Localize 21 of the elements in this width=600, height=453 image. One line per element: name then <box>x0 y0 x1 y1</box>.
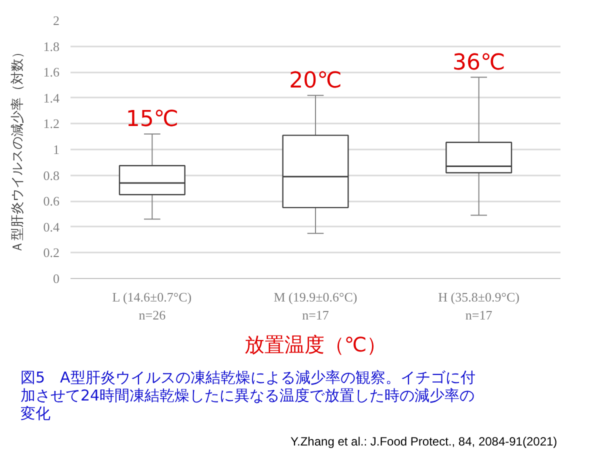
x-tick-label: M (19.9±0.6°C) n=17 <box>274 290 358 322</box>
y-tick-label: 2 <box>53 13 60 28</box>
x-tick-label: L (14.6±0.7°C) n=26 <box>112 290 192 322</box>
caption: 図5 A型肝炎ウイルスの凍結乾燥による減少率の観察。イチゴに付加させて24時間凍結乾燥したに異なる温度で放置した時の減少率の変化 <box>20 368 476 422</box>
y-tick-label: 1.2 <box>43 116 60 132</box>
y-tick-label: 0 <box>53 271 60 286</box>
y-tick-label: 0.8 <box>43 168 60 183</box>
y-tick-label: 1.8 <box>43 38 60 54</box>
x-axis-title: 放置温度（℃） <box>244 332 387 356</box>
y-tick-label: 1.4 <box>43 90 60 106</box>
y-tick-label: 0.4 <box>43 219 60 234</box>
annotation: 36℃ <box>452 50 506 76</box>
y-tick-label: 1 <box>53 142 60 157</box>
x-tick-label: H (35.8±0.9°C) n=17 <box>438 290 520 322</box>
y-tick-label: 0.6 <box>43 194 60 209</box>
annotation: 15℃ <box>126 107 179 132</box>
y-tick-label: 0.2 <box>43 245 60 260</box>
text: Y.Zhang et al.: J.Food Protect., 84, 2084-91(2021) <box>290 434 558 448</box>
annotation: 20℃ <box>289 68 342 94</box>
y-axis-title: Ａ型肝炎ウイルスの減少率（対数） <box>9 46 26 254</box>
y-tick-label: 1.6 <box>43 64 60 80</box>
